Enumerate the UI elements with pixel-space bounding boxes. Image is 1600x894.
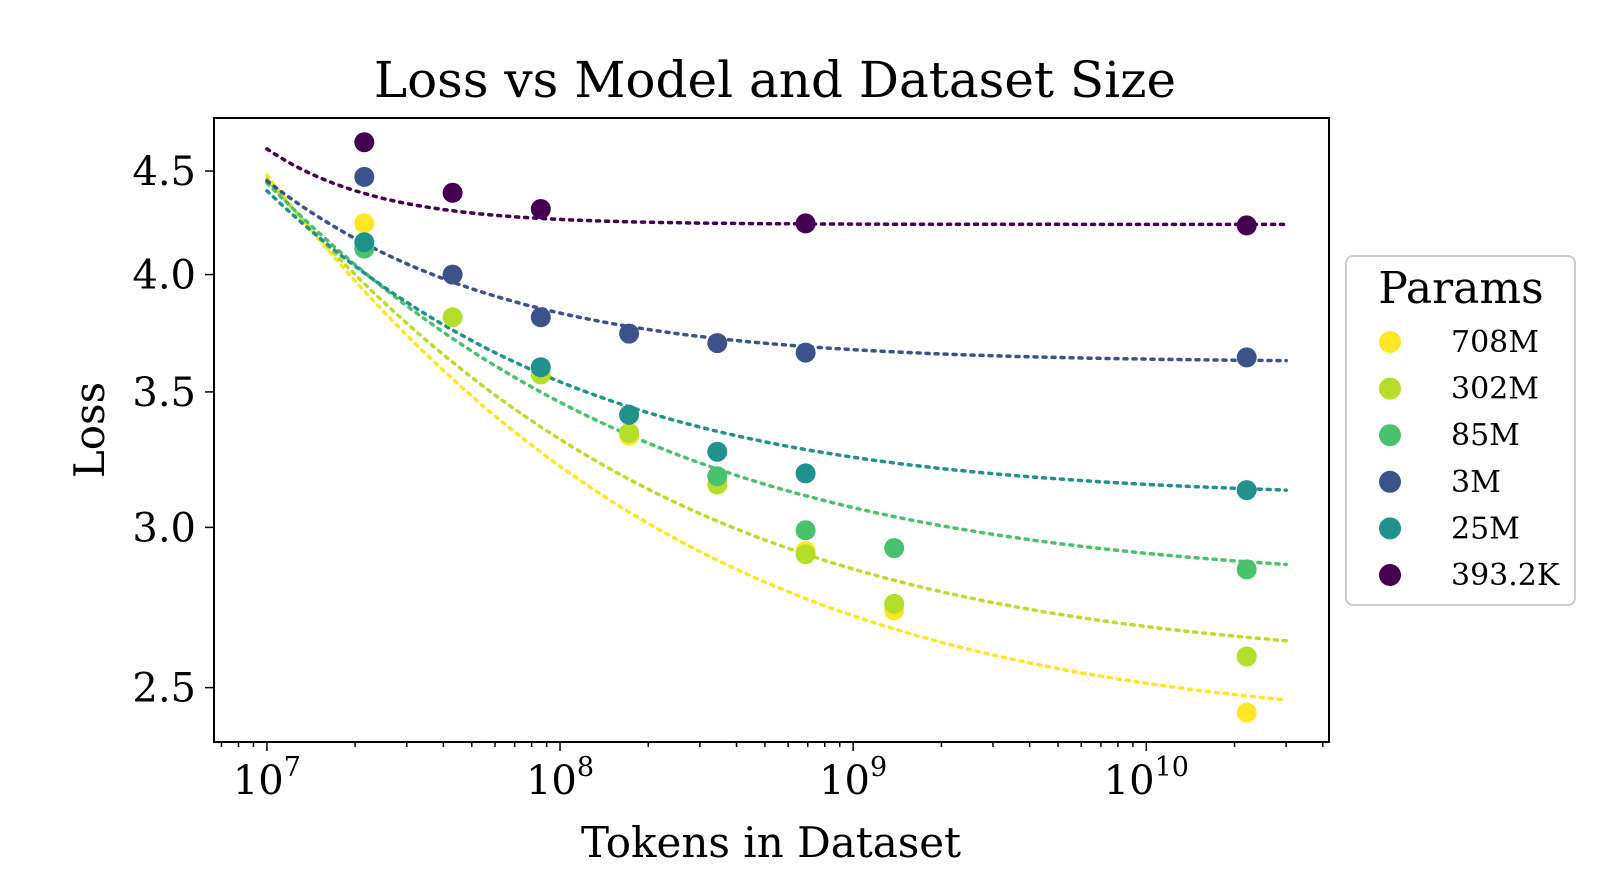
legend-marker <box>1379 331 1401 353</box>
data-point <box>354 213 375 234</box>
legend-label: 393.2K <box>1451 558 1560 593</box>
legend-label: 3M <box>1451 465 1501 500</box>
legend-label: 85M <box>1451 418 1520 453</box>
legend-label: 302M <box>1451 372 1539 407</box>
legend-box <box>1345 255 1576 606</box>
plot-frame <box>213 117 1330 743</box>
fit-line-5 <box>265 147 1288 227</box>
data-point <box>1236 559 1257 580</box>
legend-marker <box>1379 470 1401 493</box>
chart-title: Loss vs Model and Dataset Size <box>374 51 1176 109</box>
data-point <box>530 357 551 378</box>
legend-marker <box>1379 424 1401 447</box>
fit-line-1 <box>265 177 1288 643</box>
data-point <box>619 323 640 344</box>
legend-label: 25M <box>1451 511 1520 546</box>
data-point <box>707 441 728 462</box>
data-point <box>1236 480 1257 501</box>
fit-line-0 <box>265 173 1288 702</box>
fit-line-2 <box>265 181 1288 567</box>
data-point <box>619 404 640 425</box>
legend-title: Params <box>1378 263 1543 314</box>
data-point <box>442 264 463 285</box>
fit-line-4 <box>265 189 1288 492</box>
data-point <box>707 333 728 354</box>
fit-lines <box>265 147 1288 702</box>
data-point <box>795 213 816 234</box>
y-tick-label: 3.5 <box>132 370 196 416</box>
legend-marker <box>1379 517 1401 540</box>
data-point <box>707 466 728 487</box>
data-point <box>1236 347 1257 368</box>
y-tick-label: 4.0 <box>132 253 196 299</box>
y-tick-label: 3.0 <box>132 505 196 551</box>
x-tick-label: 108 <box>526 752 594 804</box>
legend-items: 708M 302M 85M 3M 25M 393.2K <box>1379 325 1560 593</box>
fit-line-3 <box>265 179 1288 363</box>
legend-marker <box>1379 377 1401 400</box>
data-point <box>354 232 375 253</box>
data-point <box>1236 646 1257 667</box>
data-point <box>530 307 551 328</box>
data-point <box>795 544 816 565</box>
x-axis-ticks: 107 108 109 1010 <box>220 742 1324 804</box>
data-point <box>795 520 816 541</box>
data-points <box>354 132 1257 723</box>
data-point <box>530 199 551 219</box>
data-point <box>1236 215 1257 236</box>
y-axis-label: Loss <box>65 382 114 478</box>
data-point <box>442 182 463 203</box>
y-tick-label: 4.5 <box>132 149 196 195</box>
data-point <box>354 132 375 153</box>
data-point <box>1236 702 1257 723</box>
x-axis-label: Tokens in Dataset <box>581 818 961 867</box>
legend-label: 708M <box>1451 325 1539 360</box>
data-point <box>884 538 905 559</box>
y-tick-label: 2.5 <box>132 666 196 712</box>
data-point <box>795 342 816 363</box>
data-point <box>442 307 463 328</box>
data-point <box>354 166 375 187</box>
legend-marker <box>1379 564 1401 586</box>
x-tick-label: 107 <box>233 752 301 804</box>
data-point <box>619 423 640 443</box>
y-axis-ticks: 2.5 3.0 3.5 4.0 4.5 <box>132 149 214 712</box>
x-tick-label: 1010 <box>1104 752 1189 804</box>
data-point <box>884 593 905 614</box>
legend: Params 708M 302M 85M 3M 25M 393.2K <box>1345 255 1576 606</box>
x-tick-label: 109 <box>819 752 887 804</box>
data-point <box>795 463 816 484</box>
